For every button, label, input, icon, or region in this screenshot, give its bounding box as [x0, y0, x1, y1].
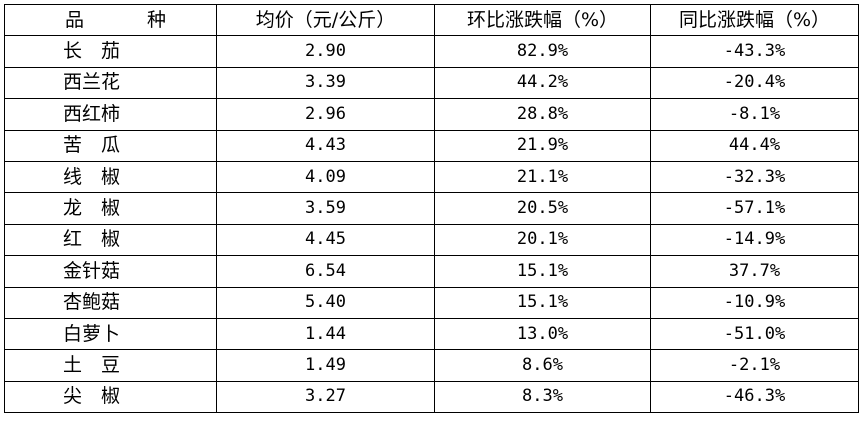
cell-yoy-change: -51.0%: [650, 317, 859, 351]
cell-variety: 苦 瓜: [4, 129, 217, 162]
vegetable-price-table: 品 种 均价（元/公斤） 环比涨跌幅（%） 同比涨跌幅（%） 长 茄 2.90 …: [4, 3, 859, 414]
table-row: 土 豆 1.49 8.6% -2.1%: [4, 349, 859, 382]
cell-mom-change: 82.9%: [434, 35, 651, 68]
cell-avg-price: 3.39: [216, 66, 435, 100]
cell-yoy-change: -20.4%: [650, 66, 859, 100]
cell-mom-change: 20.1%: [434, 223, 651, 257]
table-row: 白萝卜 1.44 13.0% -51.0%: [4, 317, 859, 351]
cell-variety: 龙 椒: [4, 192, 217, 225]
cell-avg-price: 3.59: [216, 192, 435, 225]
cell-avg-price: 2.96: [216, 98, 435, 131]
header-yoy-change: 同比涨跌幅（%）: [650, 3, 859, 37]
cell-variety: 尖 椒: [4, 380, 217, 414]
cell-variety: 白萝卜: [4, 317, 217, 351]
cell-avg-price: 6.54: [216, 255, 435, 288]
cell-mom-change: 44.2%: [434, 66, 651, 100]
table-row: 杏鲍菇 5.40 15.1% -10.9%: [4, 286, 859, 319]
cell-yoy-change: -43.3%: [650, 35, 859, 68]
cell-variety: 土 豆: [4, 349, 217, 382]
cell-variety: 杏鲍菇: [4, 286, 217, 319]
cell-mom-change: 8.6%: [434, 349, 651, 382]
cell-avg-price: 2.90: [216, 35, 435, 68]
table-row: 金针菇 6.54 15.1% 37.7%: [4, 255, 859, 288]
cell-yoy-change: -32.3%: [650, 160, 859, 194]
cell-yoy-change: -46.3%: [650, 380, 859, 414]
cell-variety: 西兰花: [4, 66, 217, 100]
table-row: 长 茄 2.90 82.9% -43.3%: [4, 35, 859, 68]
table-row: 龙 椒 3.59 20.5% -57.1%: [4, 192, 859, 225]
cell-yoy-change: -14.9%: [650, 223, 859, 257]
cell-mom-change: 20.5%: [434, 192, 651, 225]
cell-mom-change: 13.0%: [434, 317, 651, 351]
table-row: 红 椒 4.45 20.1% -14.9%: [4, 223, 859, 257]
cell-yoy-change: -2.1%: [650, 349, 859, 382]
table-row: 尖 椒 3.27 8.3% -46.3%: [4, 380, 859, 414]
cell-variety: 红 椒: [4, 223, 217, 257]
cell-avg-price: 1.44: [216, 317, 435, 351]
cell-avg-price: 4.45: [216, 223, 435, 257]
cell-variety: 线 椒: [4, 160, 217, 194]
cell-mom-change: 15.1%: [434, 255, 651, 288]
cell-yoy-change: -57.1%: [650, 192, 859, 225]
table-row: 苦 瓜 4.43 21.9% 44.4%: [4, 129, 859, 162]
table-row: 西红柿 2.96 28.8% -8.1%: [4, 98, 859, 131]
header-avg-price: 均价（元/公斤）: [216, 3, 435, 37]
cell-yoy-change: -10.9%: [650, 286, 859, 319]
cell-mom-change: 28.8%: [434, 98, 651, 131]
table-header-row: 品 种 均价（元/公斤） 环比涨跌幅（%） 同比涨跌幅（%）: [4, 3, 859, 37]
cell-variety: 西红柿: [4, 98, 217, 131]
cell-variety: 长 茄: [4, 35, 217, 68]
cell-yoy-change: -8.1%: [650, 98, 859, 131]
header-mom-change: 环比涨跌幅（%）: [434, 3, 651, 37]
cell-mom-change: 8.3%: [434, 380, 651, 414]
table-row: 线 椒 4.09 21.1% -32.3%: [4, 160, 859, 194]
table-row: 西兰花 3.39 44.2% -20.4%: [4, 66, 859, 100]
cell-yoy-change: 37.7%: [650, 255, 859, 288]
header-variety: 品 种: [4, 3, 217, 37]
table-body: 长 茄 2.90 82.9% -43.3% 西兰花 3.39 44.2% -20…: [4, 35, 859, 414]
cell-avg-price: 4.09: [216, 160, 435, 194]
cell-avg-price: 4.43: [216, 129, 435, 162]
cell-avg-price: 5.40: [216, 286, 435, 319]
cell-avg-price: 3.27: [216, 380, 435, 414]
cell-avg-price: 1.49: [216, 349, 435, 382]
cell-variety: 金针菇: [4, 255, 217, 288]
cell-mom-change: 21.1%: [434, 160, 651, 194]
cell-mom-change: 21.9%: [434, 129, 651, 162]
cell-mom-change: 15.1%: [434, 286, 651, 319]
cell-yoy-change: 44.4%: [650, 129, 859, 162]
